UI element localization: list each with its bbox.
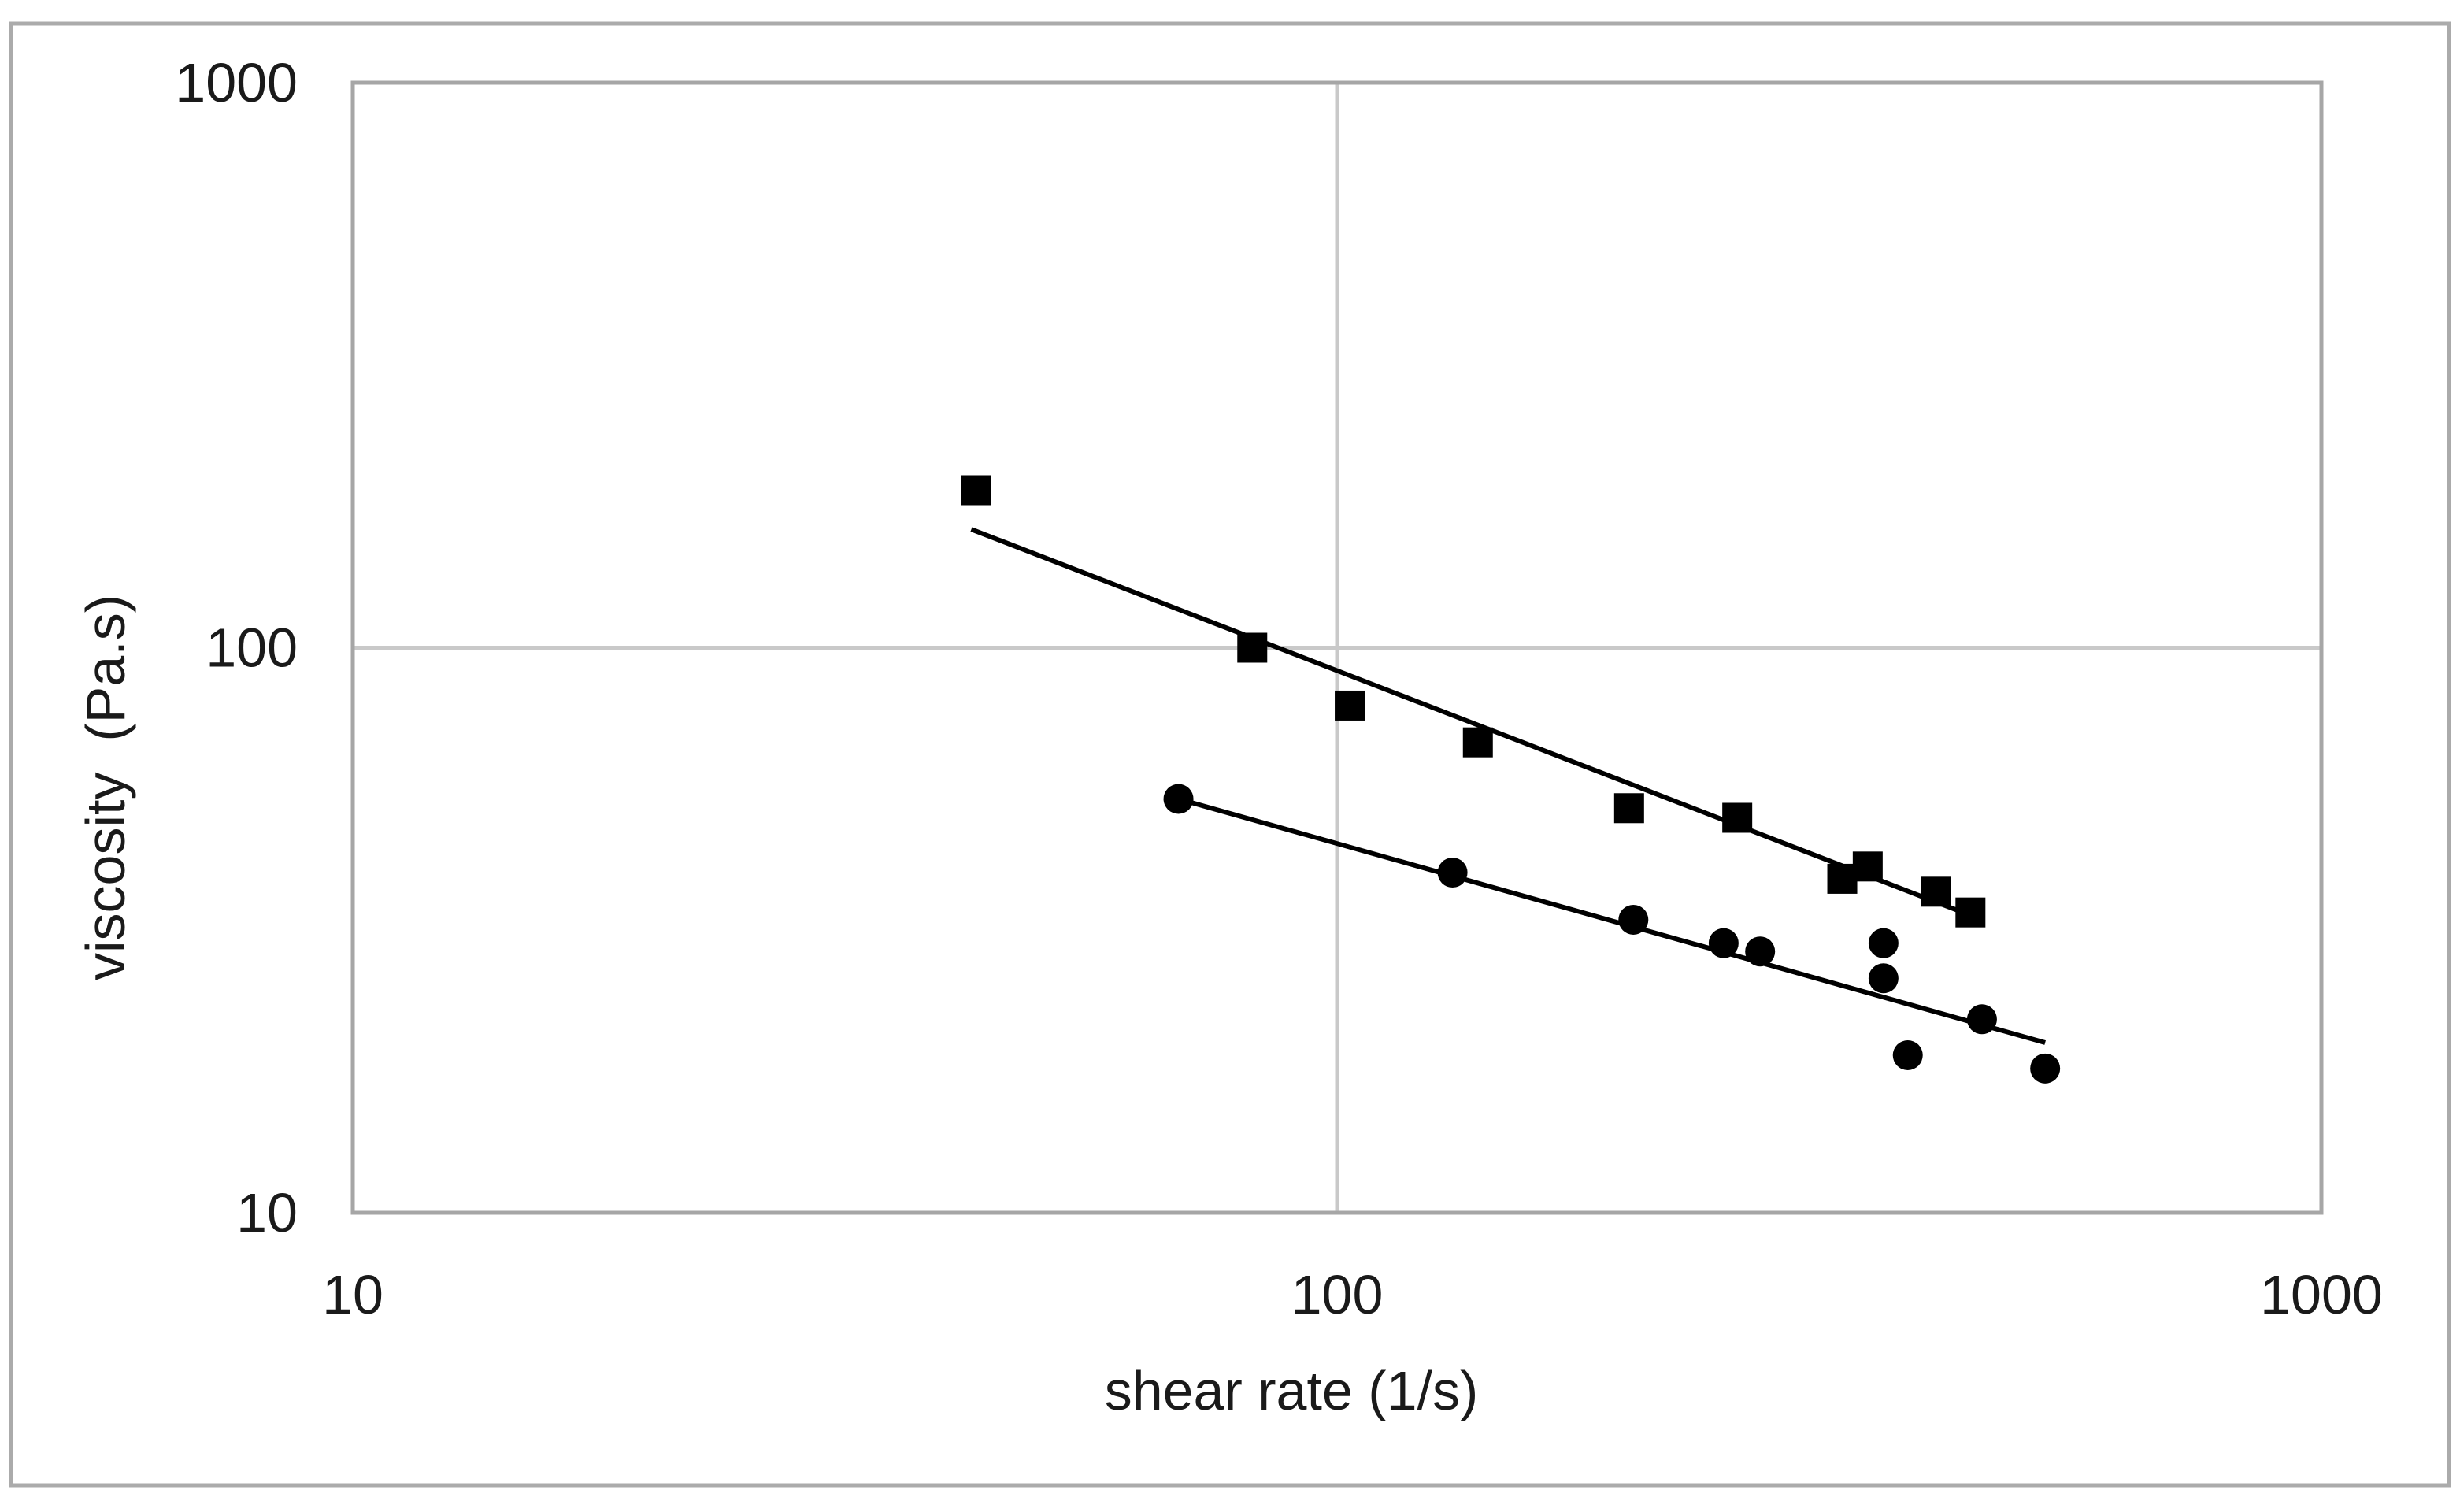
x-tick-label: 10 bbox=[322, 1264, 383, 1325]
square-marker bbox=[1722, 802, 1753, 833]
circle-marker bbox=[1618, 904, 1649, 935]
trendlines bbox=[970, 527, 2046, 1045]
circle-marker bbox=[1966, 1004, 1997, 1035]
x-tick-label: 1000 bbox=[2260, 1264, 2383, 1325]
plot-frame bbox=[350, 80, 2324, 1215]
circles-trendline bbox=[1177, 796, 2046, 1045]
square-marker bbox=[1613, 793, 1644, 824]
circle-marker bbox=[1745, 936, 1776, 967]
y-tick-label: 100 bbox=[206, 617, 298, 679]
y-tick-label: 1000 bbox=[175, 52, 298, 113]
square-marker bbox=[1335, 690, 1365, 721]
square-marker bbox=[1921, 876, 1951, 907]
square-marker bbox=[1237, 632, 1268, 663]
circle-marker bbox=[1868, 963, 1899, 994]
circle-marker bbox=[1437, 858, 1468, 888]
x-axis-tick-labels: 10 100 1000 bbox=[322, 1264, 2383, 1325]
x-axis-title: shear rate (1/s) bbox=[1105, 1360, 1479, 1421]
y-axis-title: viscosity (Pa.s) bbox=[75, 595, 136, 980]
circle-marker bbox=[1708, 928, 1739, 958]
square-marker bbox=[1852, 851, 1883, 882]
circle-marker bbox=[1892, 1040, 1923, 1070]
circle-marker bbox=[1868, 928, 1899, 958]
square-marker bbox=[1462, 727, 1493, 758]
gridlines bbox=[353, 83, 2321, 1213]
data-markers bbox=[961, 475, 2061, 1084]
figure-border bbox=[9, 21, 2451, 1488]
square-marker bbox=[1827, 863, 1858, 894]
y-tick-label: 10 bbox=[236, 1182, 298, 1243]
y-axis-tick-labels: 10 100 1000 bbox=[175, 52, 298, 1243]
circle-marker bbox=[2030, 1053, 2061, 1084]
circle-marker bbox=[1163, 784, 1194, 814]
x-tick-label: 100 bbox=[1291, 1264, 1384, 1325]
squares-trendline bbox=[970, 527, 1984, 922]
square-marker bbox=[1955, 897, 1986, 928]
square-marker bbox=[961, 475, 991, 506]
